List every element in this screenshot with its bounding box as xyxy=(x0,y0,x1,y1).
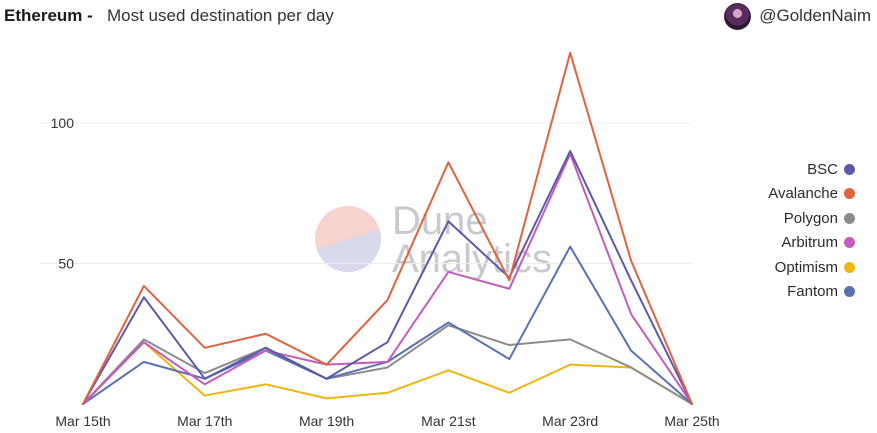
legend-swatch xyxy=(844,188,855,200)
y-axis: 50 100 xyxy=(51,115,75,272)
x-tick-label: Mar 25th xyxy=(664,413,719,429)
legend-item-bsc[interactable]: BSC xyxy=(807,160,855,179)
y-tick-label: 100 xyxy=(51,115,75,131)
author-handle[interactable]: @GoldenNaim xyxy=(759,6,871,25)
chart-subtitle: Most used destination per day xyxy=(107,6,334,25)
chart-title: Ethereum - xyxy=(4,6,93,25)
legend-swatch xyxy=(844,286,855,298)
legend-label: Arbitrum xyxy=(781,234,838,252)
chart-legend: BSC Avalanche Polygon Arbitrum Optimism Fanto… xyxy=(768,160,855,301)
legend-label: BSC xyxy=(807,160,838,178)
legend-label: Avalanche xyxy=(768,185,838,203)
series-line-bsc xyxy=(82,150,693,405)
avatar[interactable] xyxy=(724,2,752,30)
chart-header: Ethereum - Most used destination per day… xyxy=(0,0,877,34)
x-tick-label: Mar 15th xyxy=(55,413,110,429)
legend-swatch xyxy=(844,237,855,249)
dune-analytics-watermark: Dune Analytics xyxy=(315,199,552,281)
x-axis: Mar 15th Mar 17th Mar 19th Mar 21st Mar 23rd… xyxy=(55,413,719,429)
legend-swatch xyxy=(844,261,855,273)
author-badge[interactable]: @GoldenNaim xyxy=(724,2,871,30)
series-line-fantom xyxy=(82,245,693,405)
series-line-optimism xyxy=(82,341,693,405)
x-tick-label: Mar 19th xyxy=(299,413,354,429)
legend-label: Optimism xyxy=(774,258,838,276)
legend-item-arbitrum[interactable]: Arbitrum xyxy=(781,234,855,253)
legend-item-avalanche[interactable]: Avalanche xyxy=(768,185,855,204)
legend-item-optimism[interactable]: Optimism xyxy=(775,258,855,277)
series-lines xyxy=(82,51,693,405)
legend-item-polygon[interactable]: Polygon xyxy=(784,209,855,228)
x-tick-label: Mar 21st xyxy=(421,413,476,429)
y-tick-label: 50 xyxy=(58,256,74,272)
series-line-polygon xyxy=(82,324,693,405)
legend-item-fantom[interactable]: Fantom xyxy=(787,283,855,302)
gridlines xyxy=(40,122,692,264)
x-tick-label: Mar 23rd xyxy=(542,413,598,429)
legend-swatch xyxy=(844,212,855,224)
series-line-arbitrum xyxy=(82,152,693,405)
watermark-logo-bottom xyxy=(316,228,381,272)
x-tick-label: Mar 17th xyxy=(177,413,232,429)
legend-swatch xyxy=(844,163,855,175)
legend-label: Polygon xyxy=(783,209,838,227)
series-line-avalanche xyxy=(82,51,693,405)
legend-label: Fantom xyxy=(787,283,838,301)
